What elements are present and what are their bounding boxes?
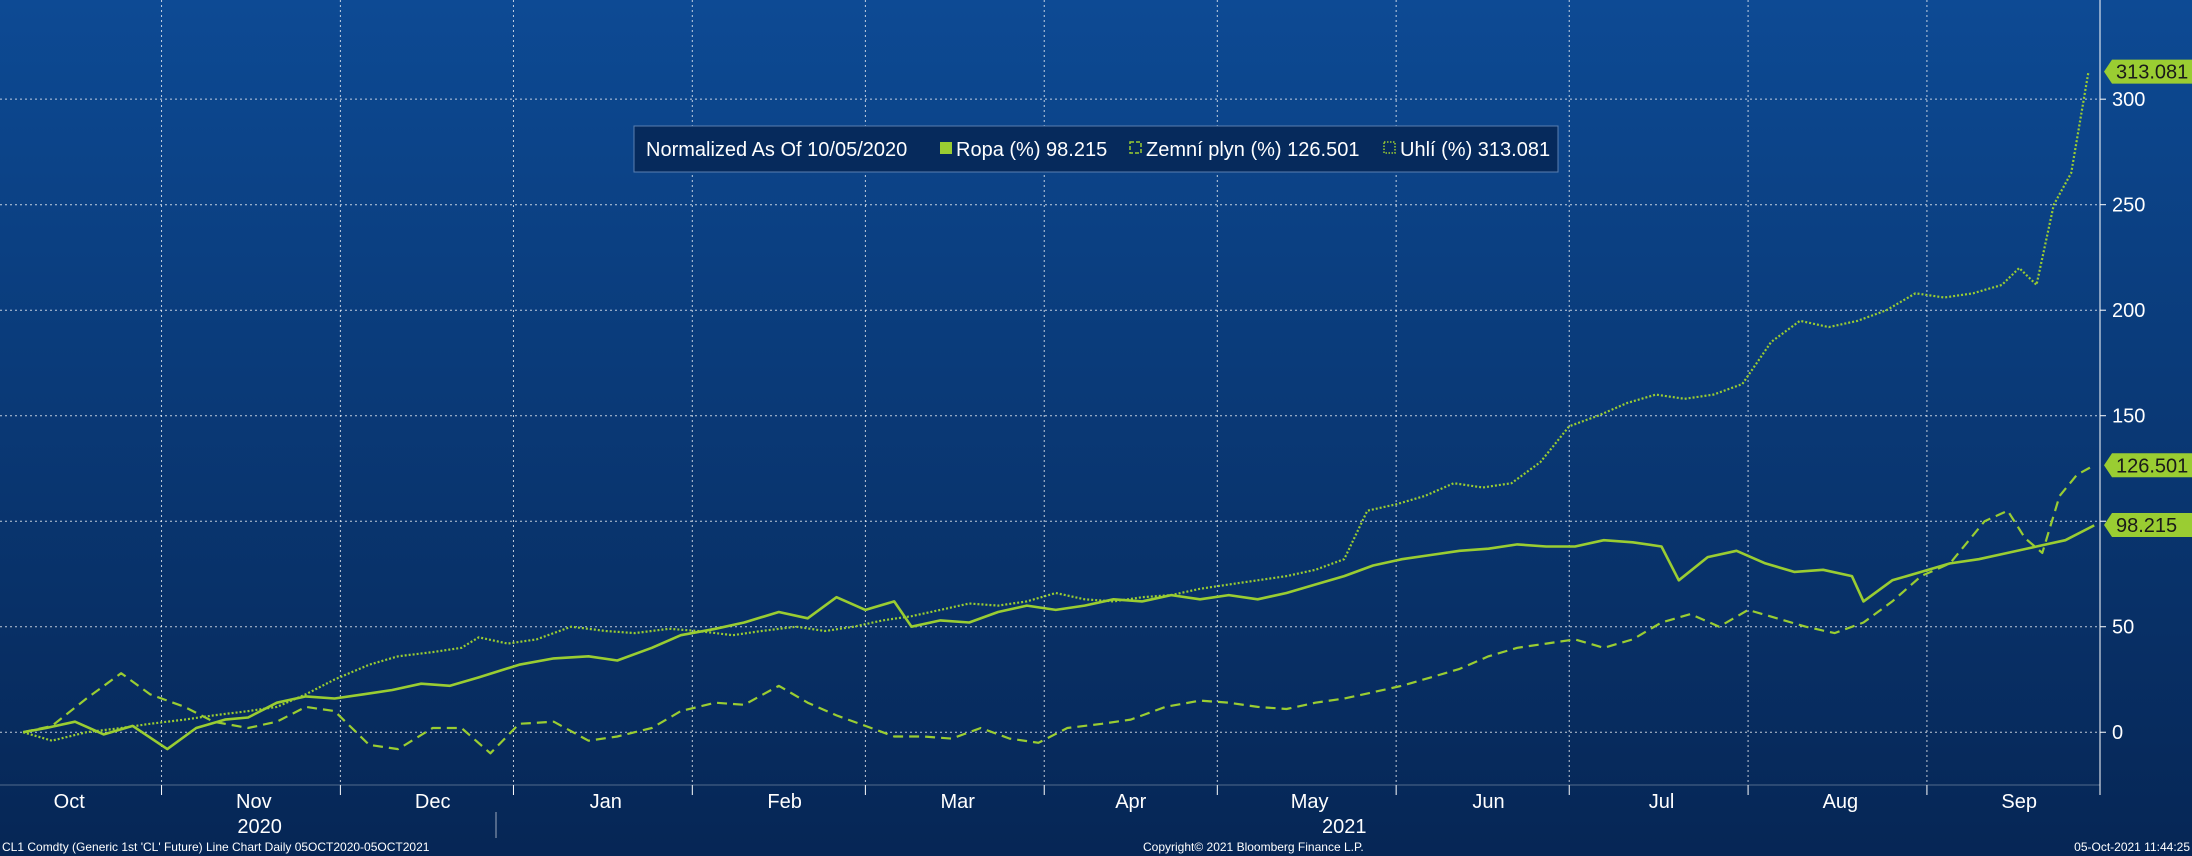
value-label-box bbox=[2104, 59, 2192, 84]
grid-lines bbox=[0, 0, 2100, 785]
chart-description: CL1 Comdty (Generic 1st 'CL' Future) Lin… bbox=[2, 840, 430, 854]
x-tick-label: Jan bbox=[590, 791, 622, 813]
series-line-solid bbox=[22, 524, 2095, 751]
series-lines bbox=[22, 71, 2095, 755]
legend-swatch bbox=[1129, 141, 1142, 154]
legend-prefix: Normalized As Of 10/05/2020 bbox=[646, 139, 907, 161]
y-tick-label: 0 bbox=[2112, 722, 2123, 744]
legend-entry: Ropa (%) 98.215 bbox=[956, 139, 1107, 161]
x-tick-label: Aug bbox=[1823, 791, 1859, 813]
x-tick-label: Mar bbox=[940, 791, 975, 813]
x-tick-label: Nov bbox=[236, 791, 272, 813]
value-labels: 313.081 126.501 98.215 bbox=[2104, 59, 2192, 537]
x-tick-label: May bbox=[1291, 791, 1329, 813]
series-line-dotted bbox=[22, 71, 2090, 742]
y-tick-label: 150 bbox=[2112, 406, 2145, 428]
copyright-text: Copyright© 2021 Bloomberg Finance L.P. bbox=[1143, 840, 1364, 854]
y-tick-label: 300 bbox=[2112, 89, 2145, 111]
x-tick-label: Sep bbox=[2001, 791, 2037, 813]
x-tick-label: Feb bbox=[767, 791, 801, 813]
value-label-box bbox=[2104, 512, 2192, 537]
year-label: 2021 bbox=[1322, 816, 1367, 838]
x-tick-label: Oct bbox=[54, 791, 86, 813]
legend: Normalized As Of 10/05/2020 Ropa (%) 98.2… bbox=[633, 125, 1559, 173]
value-label: 313.081 bbox=[2116, 62, 2188, 84]
legend-swatch bbox=[1383, 141, 1396, 154]
legend-entry: Uhlí (%) 313.081 bbox=[1400, 139, 1550, 161]
y-tick-label: 200 bbox=[2112, 300, 2145, 322]
year-label: 2020 bbox=[237, 816, 282, 838]
y-tick-label: 250 bbox=[2112, 195, 2145, 217]
x-tick-label: Apr bbox=[1115, 791, 1146, 813]
timestamp: 05-Oct-2021 11:44:25 bbox=[2074, 840, 2190, 854]
value-label-box bbox=[2104, 453, 2192, 478]
legend-entry: Zemní plyn (%) 126.501 bbox=[1146, 139, 1359, 161]
legend-swatch bbox=[940, 142, 952, 154]
axes: 0 50 150 200 250 300 Oct Nov Dec Jan Feb Mar Apr May J… bbox=[0, 0, 2145, 838]
legend-box bbox=[633, 125, 1559, 173]
y-tick-label: 50 bbox=[2112, 617, 2134, 639]
x-tick-label: Dec bbox=[415, 791, 451, 813]
series-line-dashed bbox=[22, 464, 2095, 755]
value-label: 98.215 bbox=[2116, 515, 2177, 537]
x-tick-label: Jul bbox=[1649, 791, 1675, 813]
x-tick-label: Jun bbox=[1472, 791, 1504, 813]
value-label: 126.501 bbox=[2116, 455, 2188, 477]
